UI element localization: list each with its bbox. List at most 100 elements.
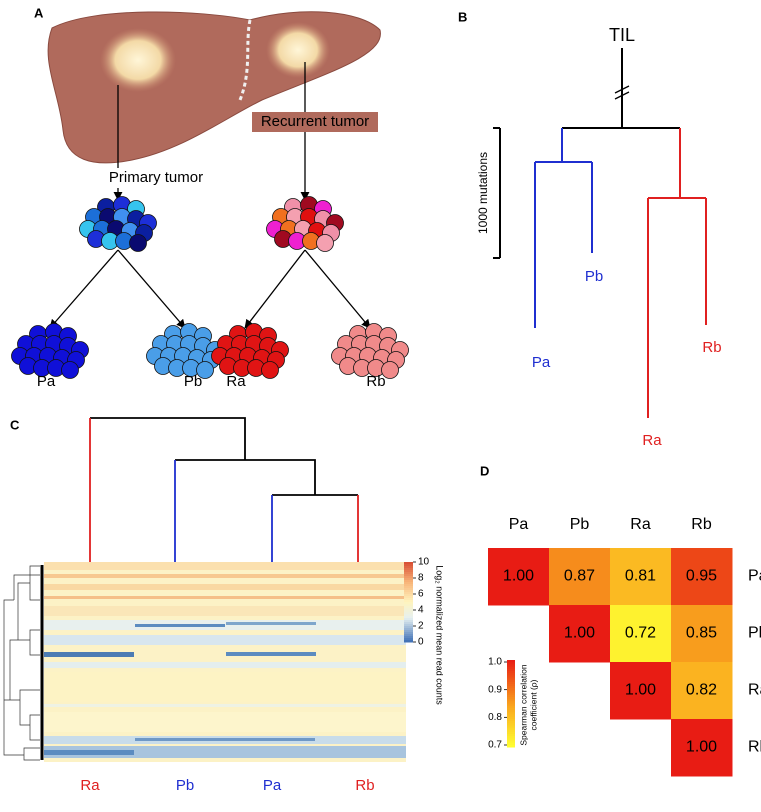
colorbar-step — [507, 729, 515, 733]
colorbar-step — [507, 664, 515, 668]
arrow — [244, 249, 306, 329]
arrow — [49, 249, 119, 329]
heatmap-band — [44, 606, 406, 616]
cell — [671, 719, 733, 777]
heatmap-band — [44, 562, 406, 570]
colorbar-step — [507, 662, 515, 665]
column-dendrogram — [89, 417, 359, 562]
cluster-label: Rb — [366, 373, 385, 390]
colorbar-step — [404, 614, 413, 617]
column-label: Pa — [263, 777, 282, 794]
column-label: Pa — [509, 516, 529, 533]
colorbar-step — [507, 666, 515, 670]
colorbar-tick-label: 2 — [418, 621, 424, 632]
colorbar-step — [507, 686, 515, 689]
cell — [671, 548, 733, 606]
colorbar-step — [507, 692, 515, 696]
cell — [610, 605, 672, 663]
colorbar-step — [404, 566, 413, 569]
cell-label: 1.00 — [625, 682, 656, 699]
colorbar-step — [404, 610, 413, 613]
cell-clusters — [11, 196, 409, 379]
heatmap-band — [44, 596, 406, 599]
colorbar-label: Spearman correlation — [518, 664, 528, 746]
colorbar-step — [507, 675, 515, 678]
heatmap-band — [44, 635, 406, 645]
label-bg — [100, 168, 212, 188]
leaf-label: Rb — [702, 339, 721, 356]
heatmap-band — [44, 652, 134, 657]
colorbar-tick-label: 0.7 — [488, 740, 502, 751]
colorbar-step — [507, 668, 515, 672]
row-label: Pb — [748, 625, 761, 642]
colorbar-step — [507, 742, 515, 746]
colorbar-step — [507, 714, 515, 718]
cell — [671, 605, 733, 663]
column-label: Ra — [80, 777, 100, 794]
colorbar-step — [404, 598, 413, 601]
colorbar-step — [507, 701, 515, 704]
column-label: Rb — [355, 777, 374, 794]
cluster-label: Ra — [226, 373, 246, 390]
cell-label: 1.00 — [503, 568, 534, 585]
row-label: Rb — [748, 739, 761, 756]
colorbar-step — [404, 634, 413, 637]
colorbar-tick-label: 0.9 — [488, 684, 502, 695]
colorbar: 0 2 4 6 8 10 — [404, 557, 430, 648]
colorbar-step — [507, 733, 515, 737]
colorbar-step — [404, 622, 413, 625]
cell — [129, 234, 147, 252]
heatmap-band — [44, 750, 134, 755]
colorbar-step — [507, 716, 515, 720]
colorbar-step — [507, 744, 515, 748]
heatmap — [44, 562, 406, 762]
colorbar-step — [507, 710, 515, 713]
row-label: Ra — [748, 682, 761, 699]
leaf-label: Ra — [642, 432, 662, 449]
colorbar-step — [404, 586, 413, 589]
cell-label: 0.95 — [686, 568, 717, 585]
panel-letter: B — [458, 9, 467, 24]
colorbar-step — [507, 681, 515, 685]
liver — [47, 11, 381, 164]
phylo-tree — [493, 48, 707, 418]
cell-label: 0.85 — [686, 625, 717, 642]
colorbar-tick-label: 6 — [418, 589, 424, 600]
cell-label: 0.87 — [564, 568, 595, 585]
colorbar-step — [404, 628, 413, 631]
colorbar-step — [507, 723, 515, 726]
branch — [647, 128, 707, 418]
colorbar-tick-label: 0.8 — [488, 712, 502, 723]
colorbar-step — [404, 602, 413, 605]
colorbar-step — [507, 660, 515, 663]
row-dendrogram — [3, 565, 44, 761]
leaf-label: Pa — [532, 354, 551, 371]
colorbar-step — [507, 690, 515, 694]
colorbar-step — [404, 574, 413, 577]
cell — [316, 234, 334, 252]
recurrent-label: Recurrent tumor — [261, 113, 369, 130]
scale-label: 1000 mutations — [476, 152, 490, 234]
colorbar-step — [404, 616, 413, 619]
cell-label: 0.82 — [686, 682, 717, 699]
branch — [174, 460, 273, 562]
branch — [90, 417, 358, 496]
colorbar-tick-label: 1.0 — [488, 657, 502, 668]
colorbar-step — [404, 588, 413, 591]
cell-label: 1.00 — [564, 625, 595, 642]
liver-fissure — [238, 19, 252, 101]
colorbar-step — [404, 630, 413, 633]
column-label: Ra — [630, 516, 651, 533]
tumor — [100, 28, 176, 92]
cell — [549, 548, 611, 606]
cell-label: 0.81 — [625, 568, 656, 585]
branch — [3, 565, 40, 761]
colorbar-step — [404, 590, 413, 593]
cluster-label: Pb — [184, 373, 202, 390]
cell — [610, 662, 672, 720]
colorbar-step — [404, 580, 413, 583]
heatmap-band — [44, 746, 406, 758]
